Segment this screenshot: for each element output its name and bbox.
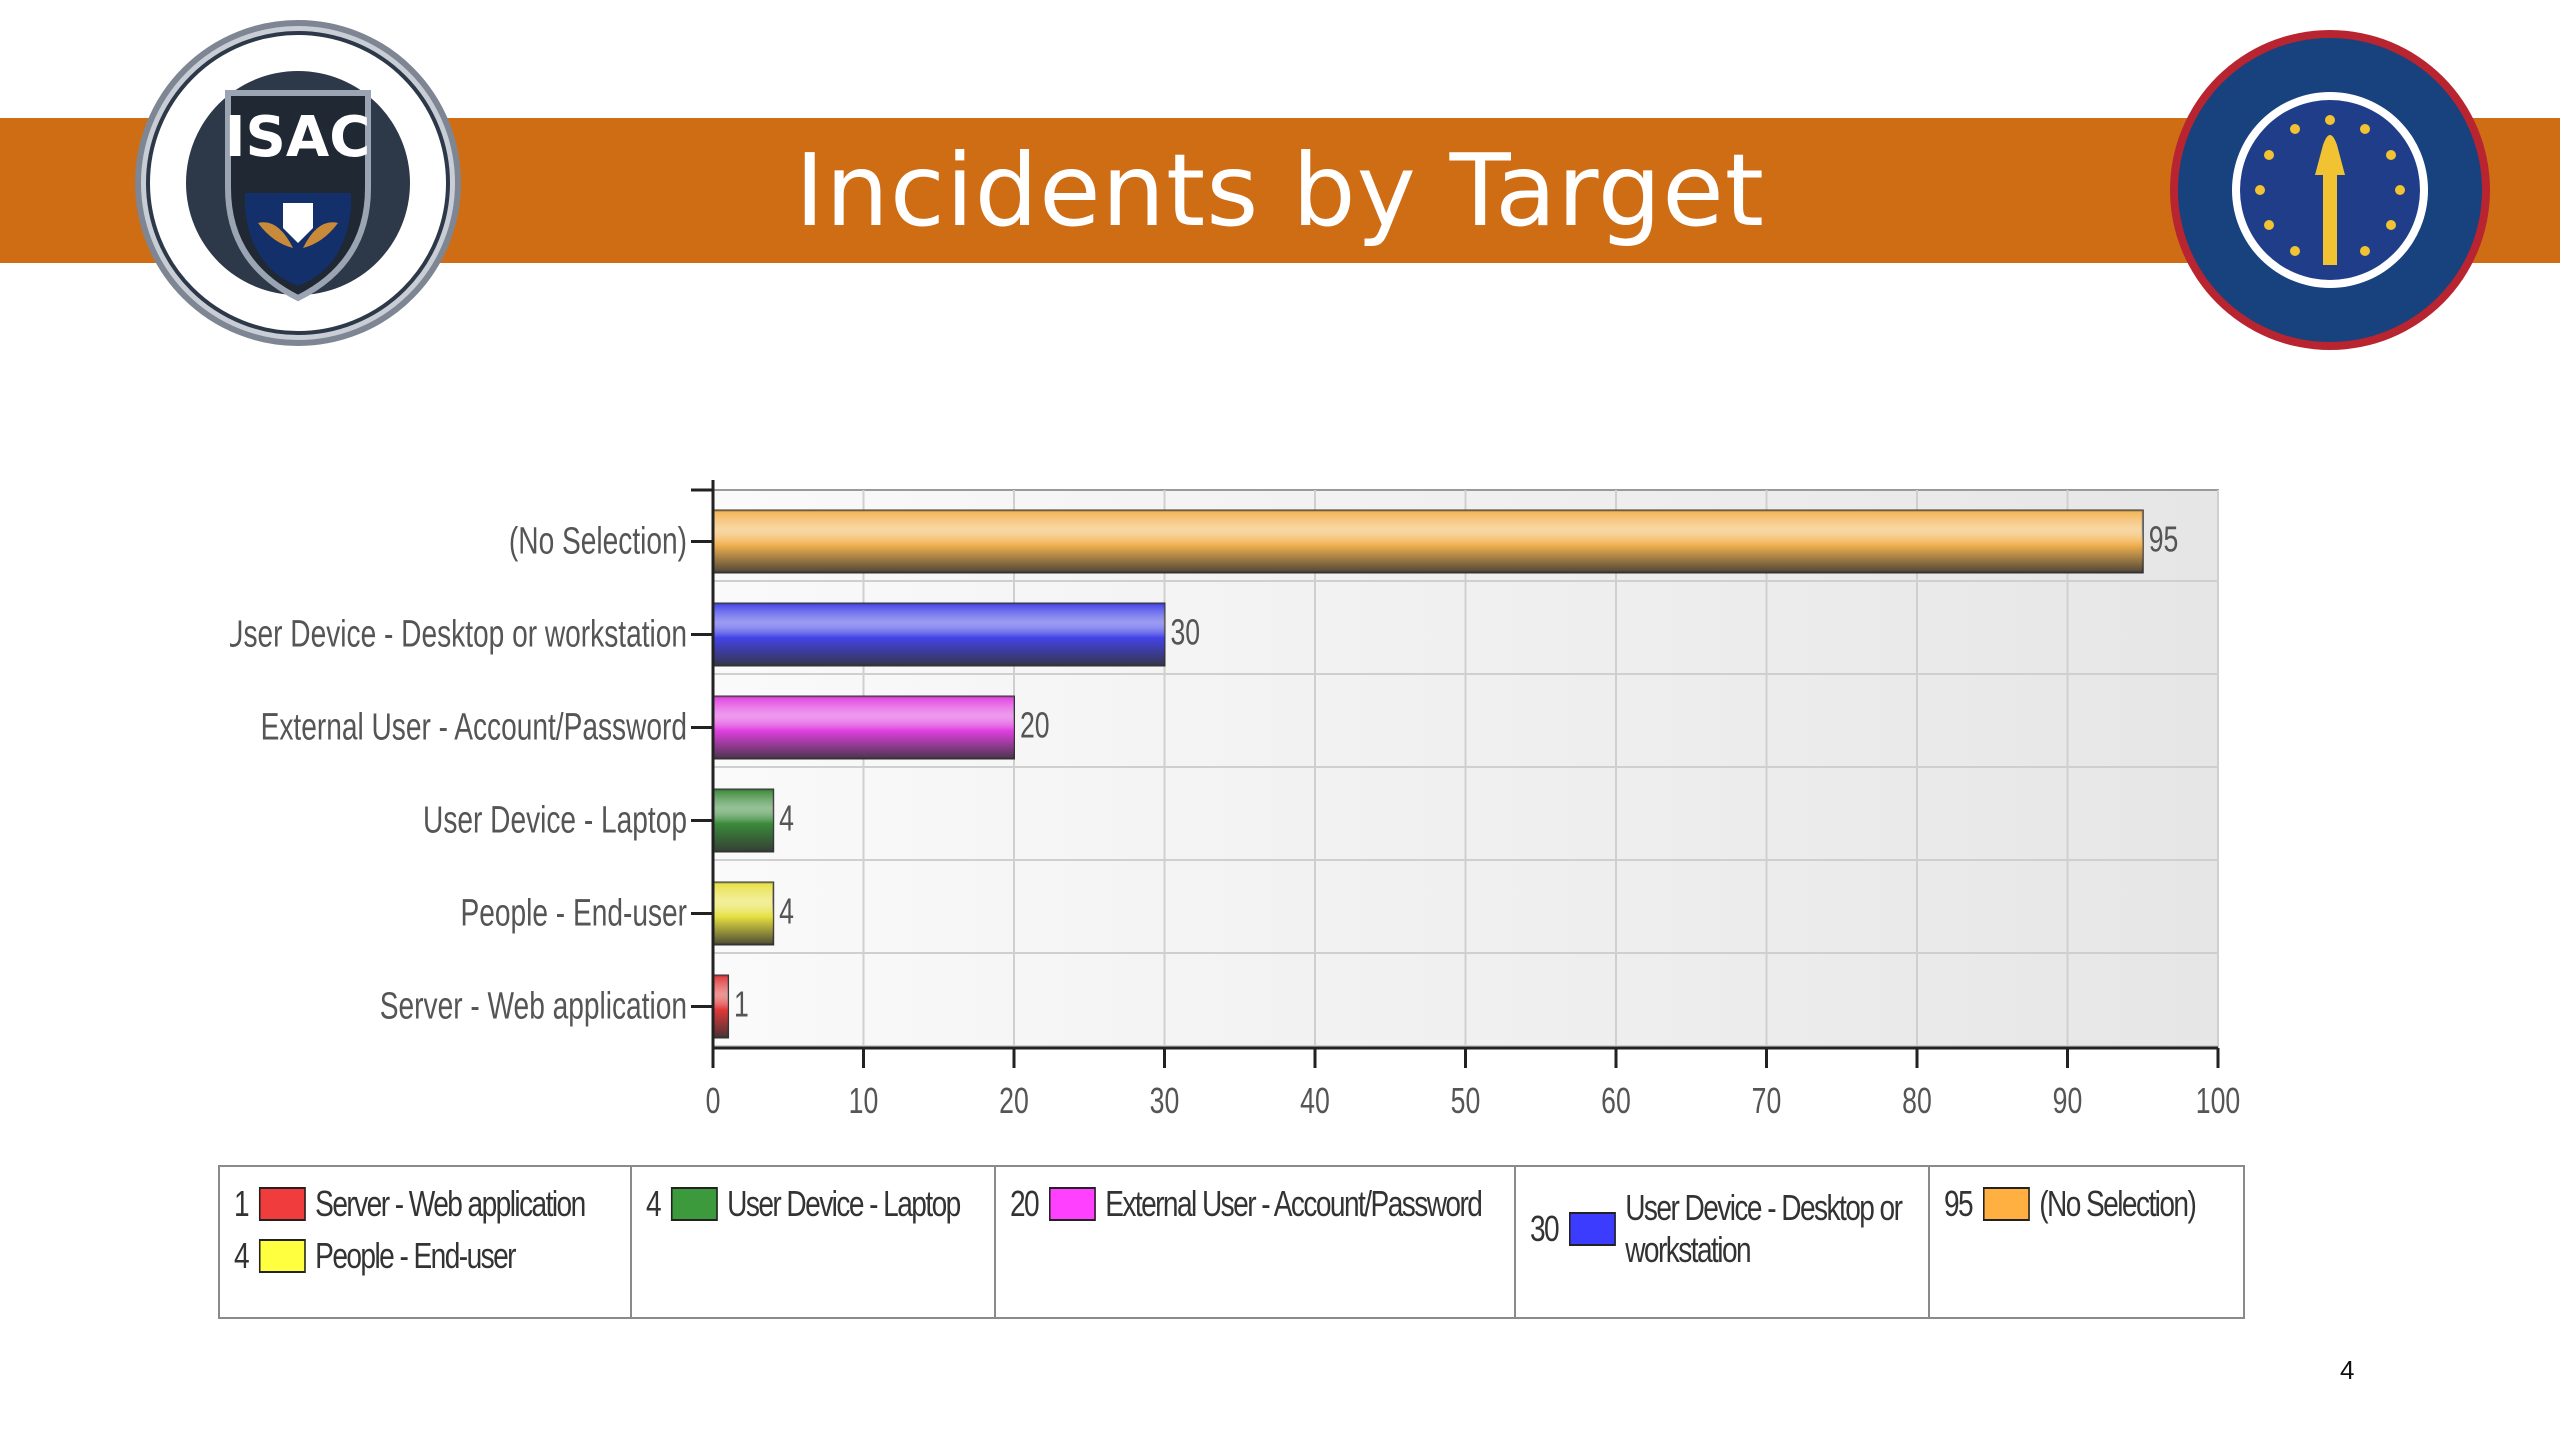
- legend-label: People - End-user: [315, 1235, 516, 1276]
- category-label: (No Selection): [509, 521, 687, 563]
- incidents-bar-chart: (No Selection) 95 User Device - Desktop or…: [230, 480, 2240, 1121]
- bar-shading-5: [713, 882, 774, 945]
- legend-swatch: [258, 1187, 306, 1221]
- x-tick-label: 80: [1902, 1080, 1932, 1121]
- legend-count: 20: [1010, 1183, 1040, 1224]
- legend-swatch: [670, 1187, 718, 1221]
- legend-label: User Device - Desktop or workstation: [1625, 1187, 1903, 1270]
- legend-entry: 1 Server - Web application: [234, 1183, 586, 1225]
- data-label: 30: [1171, 612, 1201, 653]
- legend-label: Server - Web application: [315, 1183, 586, 1224]
- x-tick-label: 90: [2053, 1080, 2083, 1121]
- chart-legend: 1 Server - Web application 4 People - End-u…: [218, 1165, 2245, 1319]
- page-number: 4: [2340, 1355, 2355, 1385]
- slide-title: Incidents by Target: [795, 132, 1765, 249]
- legend-column: 1 Server - Web application 4 People - End-u…: [220, 1167, 632, 1317]
- fusion-center-logo: [2170, 30, 2490, 350]
- legend-swatch: [1983, 1187, 2030, 1221]
- legend-swatch: [258, 1239, 306, 1273]
- legend-swatch: [1569, 1212, 1616, 1246]
- legend-entry: 30 User Device - Desktop or workstation: [1530, 1187, 1906, 1271]
- isac-logo: [135, 20, 461, 346]
- x-tick-label: 60: [1601, 1080, 1631, 1121]
- legend-swatch: [1049, 1187, 1096, 1221]
- x-tick-label: 0: [706, 1080, 721, 1121]
- bar-shading-1: [713, 510, 2143, 573]
- data-label: 4: [779, 891, 794, 932]
- category-label: User Device - Desktop or workstation: [230, 614, 687, 656]
- legend-count: 95: [1944, 1183, 1974, 1224]
- legend-entry: 20 External User - Account/Password: [1010, 1183, 1483, 1225]
- legend-entry: 95 (No Selection): [1944, 1183, 2197, 1225]
- category-label: People - End-user: [460, 893, 687, 935]
- legend-column: 20 External User - Account/Password: [996, 1167, 1516, 1317]
- x-tick-label: 40: [1300, 1080, 1330, 1121]
- x-tick-label: 50: [1451, 1080, 1481, 1121]
- legend-count: 1: [234, 1183, 250, 1224]
- legend-label: User Device - Laptop: [727, 1183, 961, 1224]
- x-tick-label: 20: [999, 1080, 1029, 1121]
- data-label: 1: [734, 984, 749, 1025]
- legend-count: 30: [1530, 1208, 1560, 1249]
- legend-label: External User - Account/Password: [1105, 1183, 1483, 1224]
- legend-count: 4: [234, 1235, 250, 1276]
- x-tick-label: 100: [2196, 1080, 2240, 1121]
- legend-column: 4 User Device - Laptop: [632, 1167, 996, 1317]
- legend-entry: 4 People - End-user: [234, 1235, 517, 1277]
- x-tick-label: 10: [849, 1080, 879, 1121]
- data-label: 20: [1020, 705, 1050, 746]
- category-label: External User - Account/Password: [261, 707, 687, 749]
- legend-column: 95 (No Selection): [1930, 1167, 2243, 1317]
- category-label: User Device - Laptop: [423, 800, 687, 842]
- legend-column: 30 User Device - Desktop or workstation: [1516, 1167, 1930, 1317]
- bar-shading-4: [713, 789, 774, 852]
- bar-shading-3: [713, 696, 1014, 759]
- x-tick-label: 30: [1150, 1080, 1180, 1121]
- legend-entry: 4 User Device - Laptop: [646, 1183, 961, 1225]
- x-tick-label: 70: [1752, 1080, 1782, 1121]
- isac-logo-abbr: ISAC: [224, 105, 371, 170]
- bar-shading-6: [713, 975, 729, 1038]
- legend-label: (No Selection): [2039, 1183, 2197, 1224]
- bar-shading-2: [713, 603, 1165, 666]
- legend-count: 4: [646, 1183, 662, 1224]
- data-label: 95: [2149, 519, 2179, 560]
- category-label: Server - Web application: [380, 986, 687, 1028]
- data-label: 4: [779, 798, 794, 839]
